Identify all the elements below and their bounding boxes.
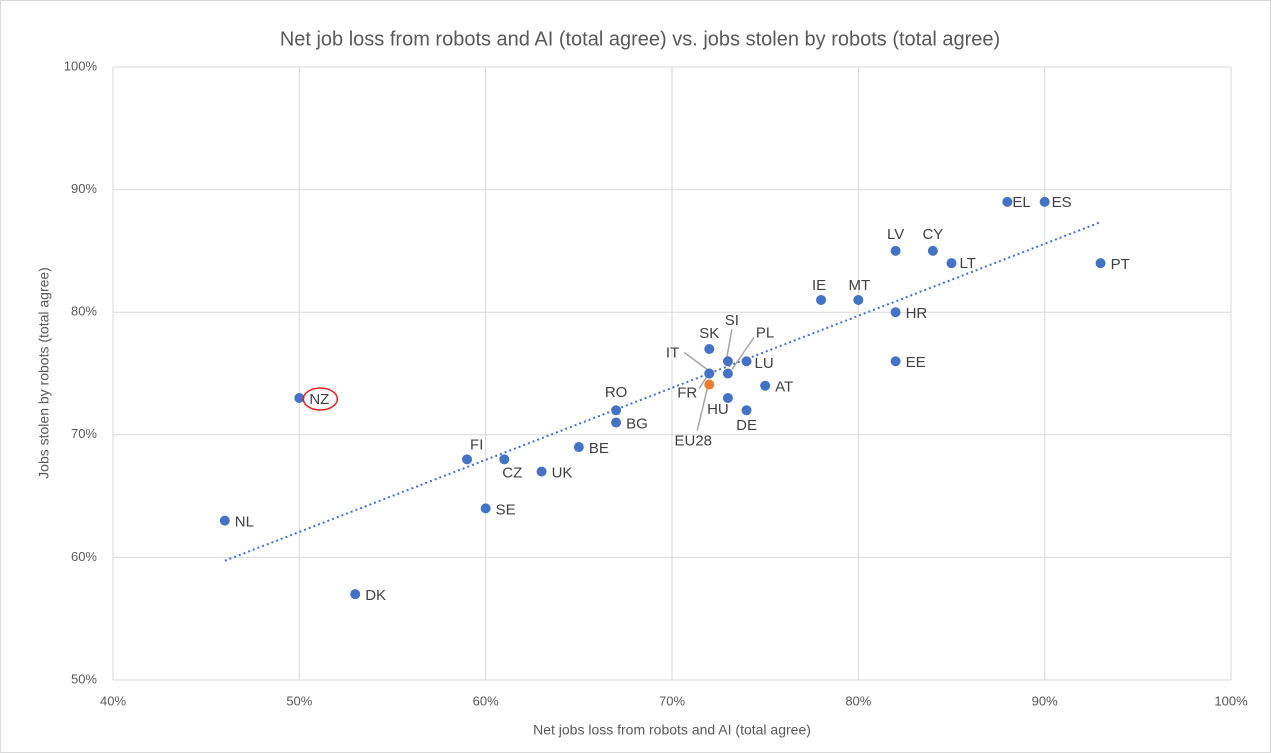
y-tick-label: 90%	[71, 181, 97, 196]
point-label: NZ	[309, 391, 329, 408]
point	[294, 393, 305, 404]
y-tick-label: 80%	[71, 304, 97, 319]
point	[536, 466, 547, 477]
point-label: DK	[365, 587, 386, 604]
leader-line	[683, 351, 708, 371]
point	[722, 368, 733, 379]
point	[611, 405, 622, 416]
point-label: UK	[552, 465, 573, 482]
point	[722, 356, 733, 367]
point-label: PL	[756, 324, 774, 341]
point-label: ES	[1052, 194, 1072, 211]
x-tick-label: 90%	[1032, 693, 1058, 708]
point	[573, 442, 584, 453]
point-label: FI	[470, 436, 483, 453]
chart-title: Net job loss from robots and AI (total a…	[280, 28, 1000, 50]
point	[704, 368, 715, 379]
point-label: EL	[1012, 194, 1030, 211]
y-tick-label: 100%	[64, 58, 98, 73]
point	[816, 294, 827, 305]
point	[927, 245, 938, 256]
point	[946, 258, 957, 269]
point-label: RO	[605, 384, 628, 401]
point-label: EE	[906, 354, 926, 371]
x-tick-label: 50%	[286, 693, 312, 708]
x-axis-label: Net jobs loss from robots and AI (total …	[533, 722, 811, 738]
point	[704, 379, 715, 390]
point	[350, 589, 361, 600]
point	[704, 343, 715, 354]
point	[890, 307, 901, 318]
point	[219, 515, 230, 526]
point-label: HU	[707, 401, 729, 418]
point-label: SE	[496, 501, 516, 518]
point	[760, 380, 771, 391]
y-axis-label: Jobs stolen by robots (total agree)	[36, 267, 52, 479]
point-label: FR	[677, 384, 697, 401]
point-label: EU28	[675, 433, 713, 450]
leader-line	[696, 388, 708, 431]
point-label: CY	[922, 226, 943, 243]
highlight-ring	[302, 387, 339, 411]
point-label: HR	[906, 305, 928, 322]
point	[480, 503, 491, 514]
point	[1039, 196, 1050, 207]
y-tick-label: 50%	[71, 671, 97, 686]
point	[741, 405, 752, 416]
x-tick-label: 80%	[845, 693, 871, 708]
x-tick-label: 60%	[473, 693, 499, 708]
point	[890, 245, 901, 256]
point	[1095, 258, 1106, 269]
point-label: SI	[725, 312, 739, 329]
point	[853, 294, 864, 305]
point-label: BG	[626, 416, 648, 433]
point	[462, 454, 473, 465]
x-tick-label: 100%	[1214, 693, 1248, 708]
leader-line	[731, 337, 755, 370]
point	[722, 393, 733, 404]
point-label: LU	[755, 355, 774, 372]
point-label: AT	[775, 379, 793, 396]
point-label: PT	[1111, 256, 1130, 273]
point-label: LT	[960, 255, 976, 272]
point-label: BE	[589, 440, 609, 457]
point-label: MT	[848, 277, 870, 294]
point-label: SK	[699, 325, 719, 342]
point-label: IT	[666, 344, 679, 361]
leader-line	[726, 329, 733, 358]
point	[1002, 196, 1013, 207]
point	[499, 454, 510, 465]
trendline	[224, 221, 1101, 562]
point-label: LV	[887, 226, 904, 243]
point-label: IE	[812, 277, 826, 294]
point	[890, 356, 901, 367]
y-tick-label: 60%	[71, 549, 97, 564]
point	[611, 417, 622, 428]
leader-line	[698, 377, 707, 389]
point	[741, 356, 752, 367]
x-tick-label: 40%	[100, 693, 126, 708]
point-label: NL	[235, 514, 254, 531]
point-label: DE	[736, 417, 757, 434]
x-tick-label: 70%	[659, 693, 685, 708]
point-label: CZ	[502, 464, 522, 481]
y-tick-label: 70%	[71, 426, 97, 441]
